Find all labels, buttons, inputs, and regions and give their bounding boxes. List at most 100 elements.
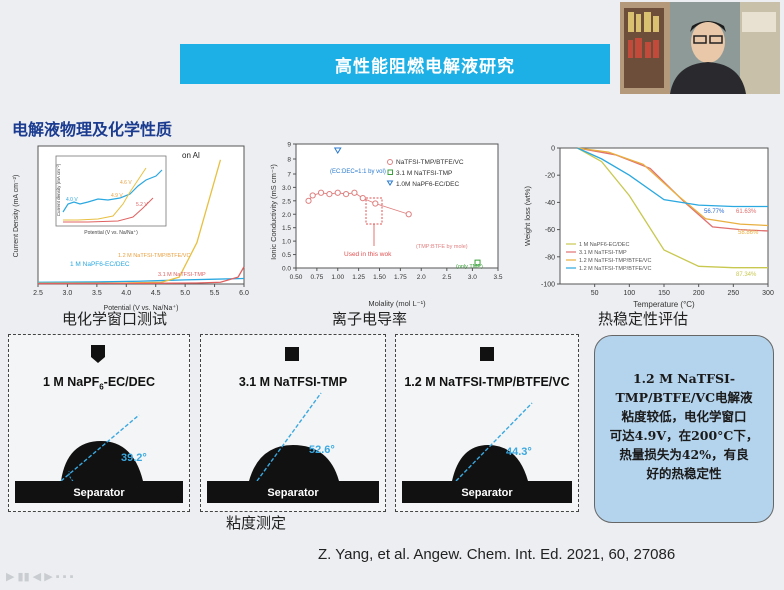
inset-series-blue xyxy=(62,169,163,213)
separator-bar xyxy=(15,481,183,503)
x-axis-label: Molality (mol L⁻¹) xyxy=(368,299,426,308)
legend-marker xyxy=(386,180,394,186)
x-tick-label: 2.5 xyxy=(442,274,451,281)
summary-box: 1.2 M NaTFSI- TMP/BTFE/VC电解液 粘度较低，电化学窗口 … xyxy=(594,335,774,523)
tangent-line xyxy=(455,402,533,482)
legend: 1 M NaPF6-EC/DEC 3.1 M NaTFSI-TMP 1.2 M … xyxy=(566,242,651,272)
inset-label: 5.2 V xyxy=(136,202,148,208)
panel-label: 1.2 M NaTFSI-TMP/BTFE/VC xyxy=(404,375,570,389)
data-point xyxy=(474,259,481,266)
data-point xyxy=(333,147,342,154)
x-tick-label: 50 xyxy=(591,290,599,297)
data-point xyxy=(326,190,333,198)
panel-label: 3.1 M NaTFSI-TMP xyxy=(238,375,348,389)
y-tick-label: 8 xyxy=(287,157,291,164)
legend-item: 1 M NaPF6-EC/DEC xyxy=(579,242,629,248)
series-line xyxy=(577,147,768,269)
data-point xyxy=(372,200,379,207)
y-tick-label: 9 xyxy=(287,142,291,149)
summary-line: 粘度较低，电化学窗口 xyxy=(621,409,747,424)
annotation-pct: 56.77% xyxy=(704,209,725,215)
x-tick-label: 0.75 xyxy=(311,274,324,281)
caption-viscosity: 粘度测定 xyxy=(226,514,287,532)
y-tick-label: -40 xyxy=(545,200,555,207)
data-point xyxy=(351,189,358,196)
annotation-pct: 61.63% xyxy=(736,209,757,215)
x-tick-label: 100 xyxy=(623,290,635,297)
x-tick-label: 1.00 xyxy=(331,274,344,281)
annotation-pct: 58.86% xyxy=(738,230,759,236)
echem-window-chart: 2.5 3.0 3.5 4.0 4.5 5.0 5.5 6.0 Potential (V vs… xyxy=(13,145,249,312)
x-tick-label: 250 xyxy=(727,290,739,297)
contact-angle-panel: 1 M NaPF6-EC/DEC 39.2° Separator xyxy=(8,334,190,512)
y-tick-label: 1.5 xyxy=(282,225,291,232)
contact-angle-value: 44.3° xyxy=(506,446,532,458)
summary-line: 热量损失为42%，有良 xyxy=(619,447,749,462)
data-point xyxy=(359,195,366,202)
legend-item: 3.1 M NaTFSI-TMP xyxy=(396,170,452,177)
separator-label: Separator xyxy=(73,487,125,499)
y-tick-label: -100 xyxy=(541,282,555,289)
caption-echem: 电化学窗口测试 xyxy=(62,310,168,328)
annotation-used: Used in this wok xyxy=(344,251,392,258)
inset-series-yellow xyxy=(63,167,147,221)
x-tick-label: 6.0 xyxy=(239,290,249,297)
x-axis-label: Potential (V vs. Na/Na⁺) xyxy=(104,304,179,312)
series-line xyxy=(577,147,769,227)
x-tick-label: 5.5 xyxy=(210,290,220,297)
x-tick-label: 2.5 xyxy=(33,290,43,297)
x-tick-label: 3.0 xyxy=(63,290,73,297)
series-line xyxy=(37,277,245,283)
legend-item: 1.0M NaPF6-EC/DEC xyxy=(396,181,460,188)
y-tick-label: 2.0 xyxy=(282,212,291,219)
series-label-tfsi-btfe: 1.2 M NaTFSI-TMP/BTFE/VC xyxy=(118,253,190,259)
summary-line: 好的热稳定性 xyxy=(646,466,722,481)
droplet-shape xyxy=(452,445,528,481)
video-controls-watermark: ▶ ▮▮ ◀ ▶ ▪ ▪ ▪ xyxy=(6,571,74,583)
x-tick-label: 3.0 xyxy=(468,274,477,281)
contact-angle-panel: 1.2 M NaTFSI-TMP/BTFE/VC 44.3° Separator xyxy=(395,334,579,512)
summary-line: 可达4.9V，在200°C下， xyxy=(609,428,759,443)
citation: Z. Yang, et al. Angew. Chem. Int. Ed. 20… xyxy=(318,546,676,563)
legend-marker xyxy=(387,159,393,165)
contact-angle-value: 39.2° xyxy=(121,452,147,464)
conductivity-chart: 0.50 0.75 1.00 1.25 1.50 1.75 2.0 2.5 3.0 3.5 0.0… xyxy=(270,142,503,309)
series-line xyxy=(308,192,409,215)
y-tick-label: -20 xyxy=(545,173,555,180)
annotation-pct: 87.34% xyxy=(736,272,757,278)
x-tick-label: 4.5 xyxy=(151,290,161,297)
x-tick-label: 1.75 xyxy=(394,274,407,281)
inset-series-red xyxy=(63,197,154,223)
y-tick-label: -80 xyxy=(545,254,555,261)
y-tick-label: 3.0 xyxy=(282,185,291,192)
webcam-overlay xyxy=(620,2,780,94)
legend-marker xyxy=(387,169,393,175)
tangent-line xyxy=(256,392,322,482)
x-axis-label: Temperature (°C) xyxy=(633,300,695,309)
x-tick-label: 0.50 xyxy=(290,274,303,281)
legend: NaTFSI-TMP/BTFE/VC 3.1 M NaTFSI-TMP 1.0M… xyxy=(386,159,464,188)
inset-frame xyxy=(55,155,167,227)
droplet-shape xyxy=(61,441,143,481)
thermal-chart: 50 100 150 200 250 300 0 -20 -40 -60 -80 -100 Temp… xyxy=(523,146,774,310)
data-point xyxy=(334,189,341,196)
needle-icon xyxy=(91,345,105,363)
data-point xyxy=(309,192,316,199)
y-tick-label: -60 xyxy=(545,227,555,234)
needle-icon xyxy=(285,347,299,361)
section-title: 电解液物理及化学性质 xyxy=(12,122,173,139)
y-tick-label: 0.0 xyxy=(282,266,291,273)
separator-bar xyxy=(207,481,379,503)
legend-item: 3.1 M NaTFSI-TMP xyxy=(579,250,627,256)
y-tick-label: 2.5 xyxy=(282,198,291,205)
inset-label: 4.9 V xyxy=(111,193,123,199)
data-point xyxy=(305,197,312,204)
x-tick-label: 150 xyxy=(658,290,670,297)
title-banner: 高性能阻燃电解液研究 xyxy=(180,44,610,84)
x-tick-label: 200 xyxy=(693,290,705,297)
data-point xyxy=(317,189,325,196)
x-tick-label: 1.25 xyxy=(352,274,365,281)
y-tick-label: 1.0 xyxy=(282,239,291,246)
contact-angle-value: 52.6° xyxy=(309,444,335,456)
series-line xyxy=(577,147,768,208)
